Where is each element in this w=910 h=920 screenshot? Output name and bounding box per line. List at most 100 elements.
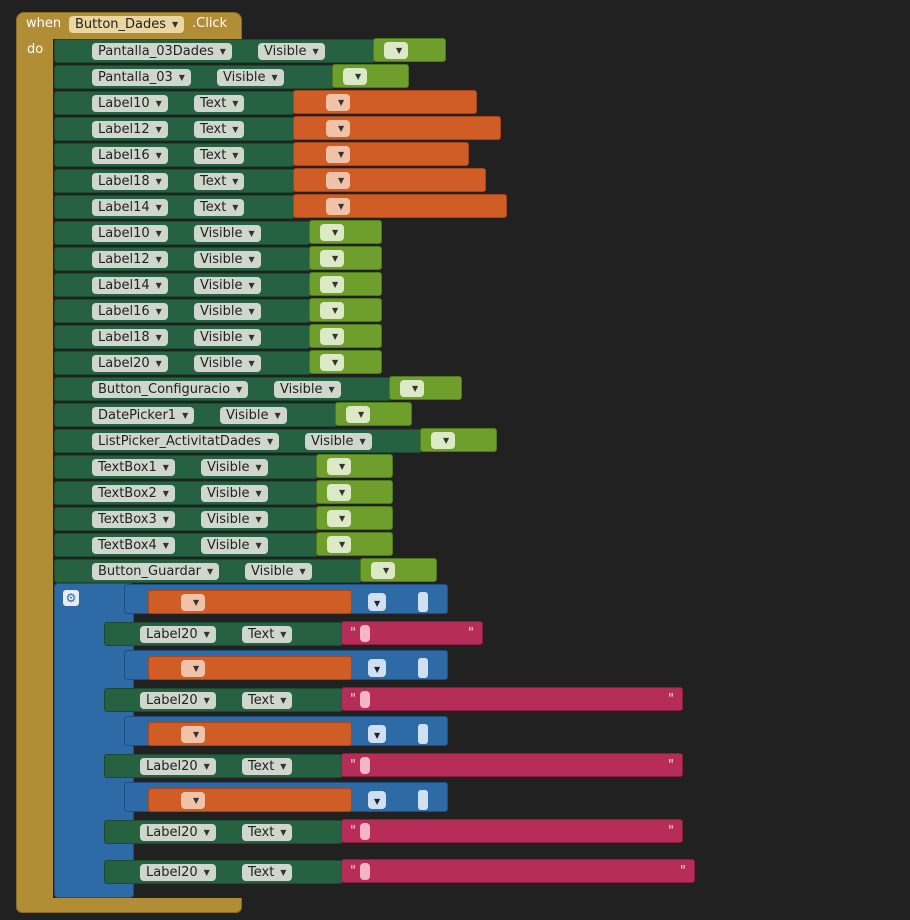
component-dropdown[interactable]: Label20 ▼ [92,355,168,372]
variable-dropdown[interactable]: ▼ [181,726,206,743]
boolean-dropdown[interactable]: ▼ [320,224,345,241]
property-dropdown[interactable]: Visible ▼ [245,563,312,580]
property-dropdown[interactable]: Text ▼ [242,692,293,709]
set-block[interactable] [54,91,295,115]
component-dropdown[interactable]: DatePicker1 ▼ [92,407,195,424]
get-variable-block[interactable]: ▼ [293,90,477,114]
property-dropdown[interactable]: Text ▼ [242,758,293,775]
boolean-block[interactable]: ▼ [373,38,446,62]
variable-dropdown[interactable]: ▼ [181,792,206,809]
number-value[interactable] [418,724,428,744]
boolean-dropdown[interactable]: ▼ [327,484,352,501]
get-variable-block[interactable]: ▼ [293,142,469,166]
number-value[interactable] [418,790,428,810]
variable-dropdown[interactable]: ▼ [326,198,351,215]
boolean-block[interactable]: ▼ [316,506,393,530]
property-dropdown[interactable]: Visible ▼ [194,225,261,242]
compare-operator-dropdown[interactable]: ▼ [368,659,387,677]
boolean-block[interactable]: ▼ [316,532,393,556]
boolean-block[interactable]: ▼ [309,324,382,348]
component-dropdown[interactable]: Label18 ▼ [92,173,168,190]
component-dropdown[interactable]: Button_Configuracio ▼ [92,381,249,398]
boolean-dropdown[interactable]: ▼ [320,328,345,345]
boolean-dropdown[interactable]: ▼ [327,536,352,553]
component-dropdown[interactable]: Label16 ▼ [92,303,168,320]
text-string-block[interactable]: " " [341,859,695,883]
boolean-block[interactable]: ▼ [309,350,382,374]
component-dropdown[interactable]: TextBox3 ▼ [92,511,175,528]
boolean-dropdown[interactable]: ▼ [320,302,345,319]
boolean-dropdown[interactable]: ▼ [343,68,368,85]
component-dropdown[interactable]: Label20 ▼ [140,692,216,709]
set-block[interactable] [54,143,295,167]
text-value-field[interactable] [360,691,370,708]
boolean-block[interactable]: ▼ [309,220,382,244]
component-dropdown[interactable]: Label16 ▼ [92,147,168,164]
boolean-block[interactable]: ▼ [420,428,497,452]
variable-dropdown[interactable]: ▼ [326,94,351,111]
text-value-field[interactable] [360,757,370,774]
property-dropdown[interactable]: Visible ▼ [274,381,341,398]
property-dropdown[interactable]: Visible ▼ [194,277,261,294]
variable-dropdown[interactable]: ▼ [326,146,351,163]
text-string-block[interactable]: " " [341,819,683,843]
property-dropdown[interactable]: Text ▼ [194,121,245,138]
property-dropdown[interactable]: Text ▼ [194,199,245,216]
get-variable-block[interactable]: ▼ [293,168,486,192]
boolean-dropdown[interactable]: ▼ [327,458,352,475]
property-dropdown[interactable]: Text ▼ [194,147,245,164]
property-dropdown[interactable]: Visible ▼ [217,69,284,86]
property-dropdown[interactable]: Text ▼ [242,824,293,841]
boolean-dropdown[interactable]: ▼ [320,354,345,371]
boolean-dropdown[interactable]: ▼ [327,510,352,527]
variable-dropdown[interactable]: ▼ [326,120,351,137]
set-block[interactable] [54,195,295,219]
boolean-dropdown[interactable]: ▼ [346,406,371,423]
boolean-block[interactable]: ▼ [309,246,382,270]
boolean-block[interactable]: ▼ [316,454,393,478]
component-dropdown[interactable]: Label14 ▼ [92,277,168,294]
property-dropdown[interactable]: Visible ▼ [258,43,325,60]
property-dropdown[interactable]: Visible ▼ [201,511,268,528]
component-dropdown[interactable]: TextBox2 ▼ [92,485,175,502]
component-dropdown[interactable]: TextBox1 ▼ [92,459,175,476]
boolean-dropdown[interactable]: ▼ [384,42,409,59]
component-dropdown[interactable]: Label20 ▼ [140,626,216,643]
variable-dropdown[interactable]: ▼ [181,594,206,611]
get-variable-block[interactable]: ▼ [148,590,352,614]
text-string-block[interactable]: " " [341,687,683,711]
property-dropdown[interactable]: Visible ▼ [194,251,261,268]
event-component-dropdown[interactable]: Button_Dades ▼ [69,16,185,33]
property-dropdown[interactable]: Text ▼ [194,95,245,112]
boolean-dropdown[interactable]: ▼ [320,276,345,293]
set-block[interactable] [54,169,295,193]
component-dropdown[interactable]: Pantalla_03 ▼ [92,69,191,86]
component-dropdown[interactable]: Label10 ▼ [92,225,168,242]
component-dropdown[interactable]: Label14 ▼ [92,199,168,216]
compare-operator-dropdown[interactable]: ▼ [368,725,387,743]
get-variable-block[interactable]: ▼ [293,194,507,218]
boolean-block[interactable]: ▼ [360,558,437,582]
component-dropdown[interactable]: Pantalla_03Dades ▼ [92,43,232,60]
number-value[interactable] [418,592,428,612]
component-dropdown[interactable]: Label12 ▼ [92,251,168,268]
property-dropdown[interactable]: Visible ▼ [305,433,372,450]
text-value-field[interactable] [360,823,370,840]
property-dropdown[interactable]: Text ▼ [242,864,293,881]
number-value[interactable] [418,658,428,678]
get-variable-block[interactable]: ▼ [148,722,352,746]
get-variable-block[interactable]: ▼ [293,116,501,140]
boolean-block[interactable]: ▼ [335,402,412,426]
property-dropdown[interactable]: Visible ▼ [201,485,268,502]
boolean-block[interactable]: ▼ [332,64,409,88]
boolean-dropdown[interactable]: ▼ [320,250,345,267]
gear-icon[interactable]: ⚙ [63,590,79,606]
boolean-block[interactable]: ▼ [309,272,382,296]
boolean-dropdown[interactable]: ▼ [400,380,425,397]
component-dropdown[interactable]: Label20 ▼ [140,824,216,841]
boolean-block[interactable]: ▼ [309,298,382,322]
component-dropdown[interactable]: Label10 ▼ [92,95,168,112]
property-dropdown[interactable]: Visible ▼ [201,537,268,554]
boolean-block[interactable]: ▼ [389,376,462,400]
get-variable-block[interactable]: ▼ [148,788,352,812]
